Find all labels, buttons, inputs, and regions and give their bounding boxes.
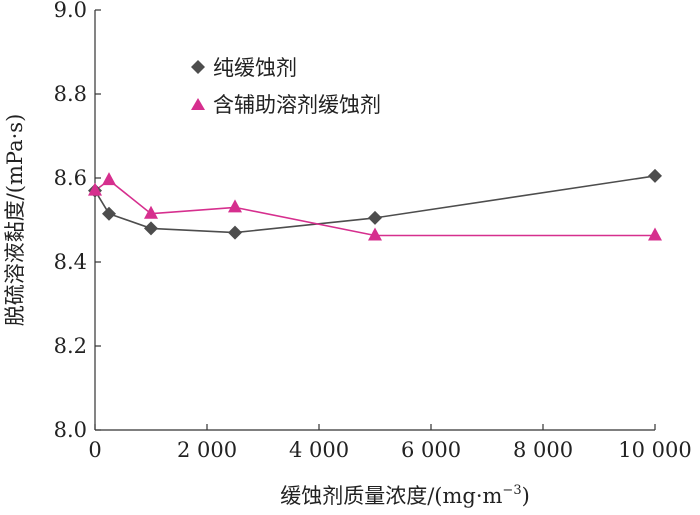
series-1-point: [648, 168, 662, 183]
legend: 纯缓蚀剂 含辅助溶剂缓蚀剂: [191, 56, 381, 117]
x-tick-label: 2 000: [177, 438, 237, 462]
series-1-point: [144, 221, 158, 236]
y-tick-label: 8.4: [54, 250, 87, 274]
series-2-point: [88, 182, 102, 196]
x-axis-title: 缓蚀剂质量浓度/(mg·m−3): [280, 483, 530, 508]
y-axis-title: 脱硫溶液黏度/(mPa·s): [3, 114, 27, 327]
series-markers: [88, 168, 662, 241]
x-axis-title-main: 缓蚀剂质量浓度/(mg·m: [280, 484, 502, 508]
x-axis-title-sup: −3: [502, 483, 521, 498]
series-2-point: [102, 172, 116, 186]
series-2-point: [648, 227, 662, 241]
series-2-point: [144, 205, 158, 219]
y-ticks: [95, 9, 101, 431]
y-tick-label: 8.6: [54, 166, 87, 190]
x-tick-label: 4 000: [289, 438, 349, 462]
series-1-point: [368, 210, 382, 225]
y-tick-label: 8.2: [54, 334, 87, 358]
series-1-point: [228, 225, 242, 240]
legend-marker-triangle: [191, 98, 205, 110]
legend-label-series-1: 纯缓蚀剂: [213, 56, 297, 80]
y-tick-label: 9.0: [54, 0, 87, 22]
series-2-point: [368, 227, 382, 241]
x-axis-title-close: ): [522, 484, 530, 508]
legend-label-series-2: 含辅助溶剂缓蚀剂: [213, 93, 381, 117]
x-tick-label: 8 000: [513, 438, 573, 462]
x-tick-label: 0: [88, 438, 101, 462]
series-1-point: [102, 206, 116, 221]
x-tick-label: 10 000: [618, 438, 691, 462]
x-ticks: [94, 424, 656, 430]
y-tick-labels: 8.0 8.2 8.4 8.6 8.8 9.0: [54, 0, 87, 442]
y-tick-label: 8.0: [54, 418, 87, 442]
series-lines: [94, 175, 656, 237]
x-tick-labels: 0 2 000 4 000 6 000 8 000 10 000: [88, 438, 691, 462]
x-tick-label: 6 000: [401, 438, 461, 462]
legend-marker-diamond: [191, 60, 205, 74]
y-tick-label: 8.8: [54, 82, 87, 106]
series-2-point: [228, 199, 242, 213]
